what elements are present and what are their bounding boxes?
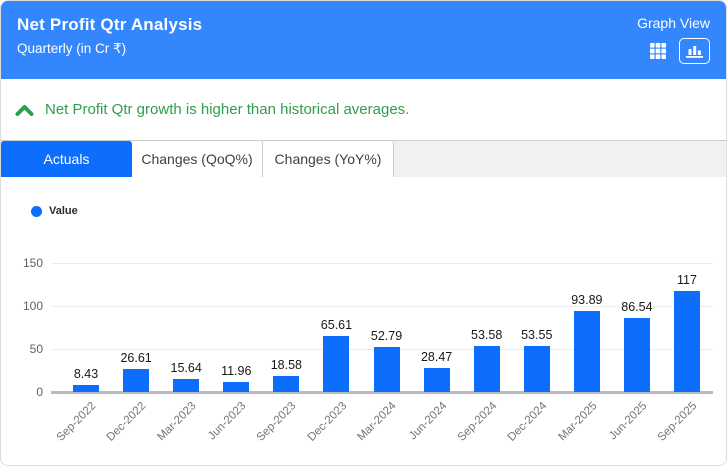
bar[interactable] bbox=[523, 345, 550, 392]
tab-changes-yoy[interactable]: Changes (YoY%) bbox=[263, 141, 394, 177]
bar-value-label: 8.43 bbox=[73, 366, 99, 381]
bar-value-label: 117 bbox=[677, 273, 697, 288]
table-view-icon[interactable] bbox=[649, 42, 667, 60]
header-titles: Net Profit Qtr Analysis Quarterly (in Cr… bbox=[17, 1, 202, 79]
x-tick-label: Mar-2025 bbox=[556, 400, 600, 444]
bar-value-label: 28.47 bbox=[420, 349, 453, 364]
bar[interactable] bbox=[423, 367, 450, 392]
x-axis-line bbox=[51, 391, 713, 394]
insight-text: Net Profit Qtr growth is higher than his… bbox=[45, 101, 410, 118]
view-switcher: Graph View bbox=[637, 1, 710, 79]
x-tick-label: Sep-2023 bbox=[255, 400, 299, 444]
x-tick-label: Dec-2024 bbox=[505, 400, 550, 444]
legend-item-value[interactable]: Value bbox=[31, 205, 78, 217]
x-tick-label: Dec-2023 bbox=[305, 400, 349, 444]
page-title: Net Profit Qtr Analysis bbox=[17, 15, 203, 34]
bar-value-label: 53.58 bbox=[471, 327, 503, 342]
x-tick-label: Dec-2022 bbox=[104, 400, 149, 444]
bar[interactable] bbox=[473, 345, 500, 392]
bar[interactable] bbox=[173, 378, 200, 392]
page-subtitle: Quarterly (in Cr ₹) bbox=[17, 41, 127, 56]
bar-value-label: 18.58 bbox=[270, 358, 302, 373]
x-tick-label: Sep-2022 bbox=[54, 400, 99, 444]
legend-label: Value bbox=[49, 205, 78, 217]
bar-value-label: 52.79 bbox=[370, 328, 403, 343]
x-tick-label: Mar-2024 bbox=[355, 400, 400, 444]
graph-view-icon[interactable] bbox=[679, 38, 710, 64]
bar[interactable] bbox=[123, 369, 150, 392]
bar[interactable] bbox=[323, 335, 350, 392]
x-tick-label: Sep-2025 bbox=[655, 400, 700, 444]
tab-strip: Actuals Changes (QoQ%) Changes (YoY%) bbox=[1, 140, 726, 177]
tab-actuals[interactable]: Actuals bbox=[1, 141, 132, 177]
bar-value-label: 15.64 bbox=[170, 360, 202, 375]
x-tick-label: Mar-2023 bbox=[155, 400, 199, 444]
bar-value-label: 93.89 bbox=[571, 293, 603, 308]
bar[interactable] bbox=[73, 384, 100, 392]
bar-value-label: 86.54 bbox=[621, 299, 653, 314]
y-tick-label: 100 bbox=[22, 299, 43, 313]
x-tick-label: Jun-2024 bbox=[406, 400, 450, 443]
bar-value-label: 11.96 bbox=[221, 363, 252, 378]
card-header: Net Profit Qtr Analysis Quarterly (in Cr… bbox=[1, 1, 726, 79]
bar[interactable] bbox=[674, 291, 700, 392]
x-tick-label: Jun-2023 bbox=[206, 400, 249, 443]
gridline bbox=[51, 306, 713, 307]
legend-swatch bbox=[31, 205, 42, 217]
bar[interactable] bbox=[573, 311, 600, 392]
x-tick-label: Sep-2024 bbox=[455, 400, 500, 444]
bar-value-label: 65.61 bbox=[320, 317, 353, 332]
bar[interactable] bbox=[373, 346, 400, 392]
gridline bbox=[51, 263, 713, 264]
view-switcher-label: Graph View bbox=[637, 15, 710, 31]
bar[interactable] bbox=[273, 376, 300, 392]
chevron-up-icon bbox=[15, 103, 34, 117]
insight-banner: Net Profit Qtr growth is higher than his… bbox=[1, 79, 726, 140]
tab-changes-qoq[interactable]: Changes (QoQ%) bbox=[132, 141, 263, 177]
y-tick-label: 0 bbox=[36, 385, 43, 399]
bar-value-label: 26.61 bbox=[120, 351, 152, 366]
bar-chart: Value 150 100 50 0 8.43 Sep-2022 26.61 Dec-2022… bbox=[1, 177, 726, 465]
bar-value-label: 53.55 bbox=[521, 327, 553, 342]
x-tick-label: Jun-2025 bbox=[606, 400, 650, 443]
y-tick-label: 150 bbox=[22, 256, 43, 270]
bar[interactable] bbox=[223, 381, 250, 392]
bar[interactable] bbox=[623, 317, 650, 392]
y-tick-label: 50 bbox=[29, 342, 43, 356]
